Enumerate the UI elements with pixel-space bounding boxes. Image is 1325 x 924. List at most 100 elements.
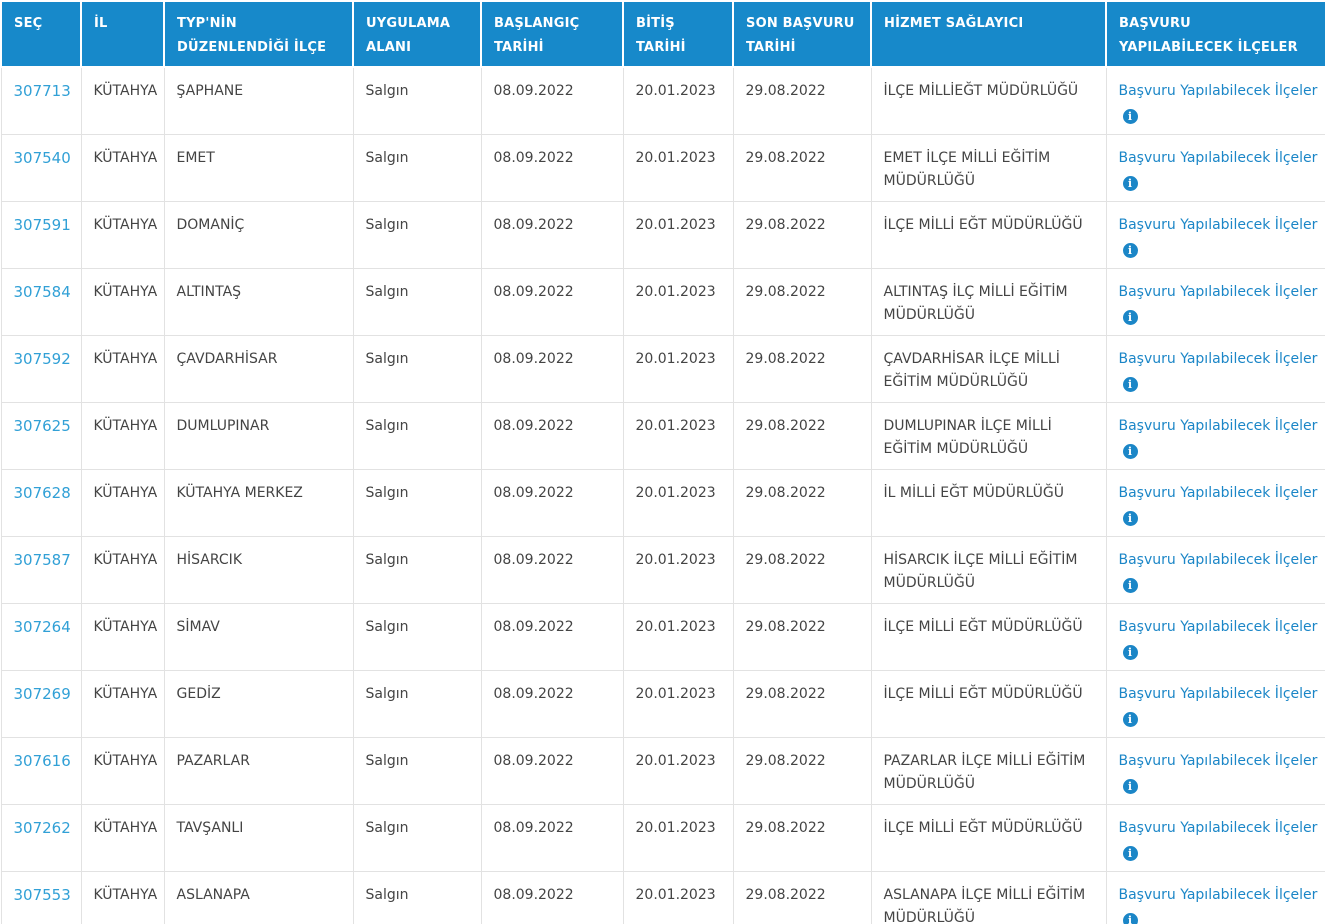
cell-alan: Salgın	[352, 536, 482, 604]
cell-son-basvuru: 29.08.2022	[732, 335, 872, 403]
cell-il: KÜTAHYA	[80, 402, 165, 470]
course-id-link[interactable]: 307269	[13, 685, 71, 703]
cell-basvuru-ilceler: Başvuru Yapılabilecek İlçeler i	[1105, 603, 1325, 671]
basvuru-ilceler-link-label: Başvuru Yapılabilecek İlçeler	[1118, 820, 1318, 836]
info-circle-icon[interactable]: i	[1122, 578, 1138, 593]
course-id-link[interactable]: 307540	[13, 149, 71, 167]
basvuru-ilceler-link[interactable]: Başvuru Yapılabilecek İlçeler i	[1118, 418, 1318, 459]
cell-ilce: HİSARCIK	[163, 536, 354, 604]
cell-saglayici: İLÇE MİLLİ EĞT MÜDÜRLÜĞÜ	[870, 603, 1107, 671]
course-id-link[interactable]: 307264	[13, 618, 71, 636]
cell-son-basvuru: 29.08.2022	[732, 268, 872, 336]
cell-sec: 307616	[0, 737, 82, 805]
info-circle-icon[interactable]: i	[1122, 444, 1138, 459]
table-row: 307616 KÜTAHYA PAZARLAR Salgın 08.09.202…	[0, 737, 1325, 805]
course-id-link[interactable]: 307616	[13, 752, 71, 770]
cell-sec: 307540	[0, 134, 82, 202]
cell-saglayici: İLÇE MİLLİ EĞT MÜDÜRLÜĞÜ	[870, 804, 1107, 872]
basvuru-ilceler-link[interactable]: Başvuru Yapılabilecek İlçeler i	[1119, 753, 1317, 794]
cell-il: KÜTAHYA	[80, 536, 165, 604]
cell-basvuru-ilceler: Başvuru Yapılabilecek İlçeler i	[1105, 66, 1325, 135]
cell-basvuru-ilceler: Başvuru Yapılabilecek İlçeler i	[1105, 469, 1325, 537]
cell-baslangic: 08.09.2022	[480, 134, 624, 202]
cell-bitis: 20.01.2023	[622, 268, 734, 336]
info-circle-icon[interactable]: i	[1122, 377, 1138, 392]
cell-sec: 307264	[0, 603, 82, 671]
course-id-link[interactable]: 307592	[13, 350, 71, 368]
basvuru-ilceler-link-label: Başvuru Yapılabilecek İlçeler	[1118, 552, 1318, 568]
basvuru-ilceler-link[interactable]: Başvuru Yapılabilecek İlçeler i	[1118, 552, 1318, 593]
column-header-saglayici: HİZMET SAĞLAYICI	[870, 0, 1107, 68]
info-circle-icon[interactable]: i	[1122, 846, 1138, 861]
course-id-link[interactable]: 307628	[13, 484, 71, 502]
course-id-link[interactable]: 307625	[13, 417, 71, 435]
column-header-il: İL	[80, 0, 165, 68]
cell-il: KÜTAHYA	[80, 335, 165, 403]
cell-baslangic: 08.09.2022	[480, 66, 624, 135]
table-row: 307713 KÜTAHYA ŞAPHANE Salgın 08.09.2022…	[0, 66, 1325, 135]
info-circle-icon[interactable]: i	[1122, 310, 1138, 325]
column-header-basvuru: BAŞVURU YAPILABİLECEK İLÇELER	[1105, 0, 1325, 68]
column-header-alan: UYGULAMA ALANI	[352, 0, 482, 68]
cell-son-basvuru: 29.08.2022	[732, 402, 872, 470]
table-body: 307713 KÜTAHYA ŞAPHANE Salgın 08.09.2022…	[0, 66, 1325, 924]
info-circle-icon[interactable]: i	[1122, 511, 1138, 526]
cell-son-basvuru: 29.08.2022	[732, 871, 872, 924]
cell-sec: 307628	[0, 469, 82, 537]
basvuru-ilceler-link[interactable]: Başvuru Yapılabilecek İlçeler i	[1118, 820, 1318, 861]
course-id-link[interactable]: 307713	[13, 82, 71, 100]
cell-sec: 307584	[0, 268, 82, 336]
basvuru-ilceler-link[interactable]: Başvuru Yapılabilecek İlçeler i	[1118, 686, 1318, 727]
course-id-link[interactable]: 307262	[13, 819, 71, 837]
column-header-ilce: TYP'NİN DÜZENLENDİĞİ İLÇE	[163, 0, 354, 68]
basvuru-ilceler-link[interactable]: Başvuru Yapılabilecek İlçeler i	[1119, 485, 1317, 526]
basvuru-ilceler-link-label: Başvuru Yapılabilecek İlçeler	[1118, 351, 1318, 367]
basvuru-ilceler-link[interactable]: Başvuru Yapılabilecek İlçeler i	[1118, 351, 1318, 392]
cell-alan: Salgın	[352, 603, 482, 671]
basvuru-ilceler-link-label: Başvuru Yapılabilecek İlçeler	[1118, 418, 1318, 434]
info-circle-icon[interactable]: i	[1122, 779, 1138, 794]
basvuru-ilceler-link[interactable]: Başvuru Yapılabilecek İlçeler i	[1118, 83, 1318, 124]
basvuru-ilceler-link-label: Başvuru Yapılabilecek İlçeler	[1118, 686, 1318, 702]
cell-il: KÜTAHYA	[80, 670, 165, 738]
cell-sec: 307591	[0, 201, 82, 269]
cell-baslangic: 08.09.2022	[480, 469, 624, 537]
cell-sec: 307269	[0, 670, 82, 738]
column-header-sec: SEÇ	[0, 0, 82, 68]
cell-il: KÜTAHYA	[80, 804, 165, 872]
cell-basvuru-ilceler: Başvuru Yapılabilecek İlçeler i	[1105, 268, 1325, 336]
basvuru-ilceler-link[interactable]: Başvuru Yapılabilecek İlçeler i	[1119, 150, 1317, 191]
cell-basvuru-ilceler: Başvuru Yapılabilecek İlçeler i	[1105, 335, 1325, 403]
cell-baslangic: 08.09.2022	[480, 804, 624, 872]
info-circle-icon[interactable]: i	[1122, 712, 1138, 727]
cell-alan: Salgın	[352, 670, 482, 738]
cell-basvuru-ilceler: Başvuru Yapılabilecek İlçeler i	[1105, 201, 1325, 269]
cell-baslangic: 08.09.2022	[480, 670, 624, 738]
basvuru-ilceler-link-label: Başvuru Yapılabilecek İlçeler	[1118, 619, 1318, 635]
cell-alan: Salgın	[352, 871, 482, 924]
table-row: 307628 KÜTAHYA KÜTAHYA MERKEZ Salgın 08.…	[0, 469, 1325, 537]
info-circle-icon[interactable]: i	[1122, 176, 1138, 191]
cell-baslangic: 08.09.2022	[480, 268, 624, 336]
cell-baslangic: 08.09.2022	[480, 871, 624, 924]
basvuru-ilceler-link[interactable]: Başvuru Yapılabilecek İlçeler i	[1118, 619, 1318, 660]
info-circle-icon[interactable]: i	[1122, 109, 1138, 124]
info-circle-icon[interactable]: i	[1122, 913, 1138, 924]
course-id-link[interactable]: 307553	[13, 886, 71, 904]
course-id-link[interactable]: 307584	[13, 283, 71, 301]
cell-sec: 307553	[0, 871, 82, 924]
basvuru-ilceler-link[interactable]: Başvuru Yapılabilecek İlçeler i	[1119, 887, 1317, 924]
basvuru-ilceler-link-label: Başvuru Yapılabilecek İlçeler	[1118, 83, 1318, 99]
info-circle-icon[interactable]: i	[1122, 243, 1138, 258]
basvuru-ilceler-link[interactable]: Başvuru Yapılabilecek İlçeler i	[1119, 284, 1317, 325]
cell-alan: Salgın	[352, 402, 482, 470]
course-id-link[interactable]: 307587	[13, 551, 71, 569]
cell-saglayici: PAZARLAR İLÇE MİLLİ EĞİTİM MÜDÜRLÜĞÜ	[870, 737, 1107, 805]
info-circle-icon[interactable]: i	[1122, 645, 1138, 660]
cell-alan: Salgın	[352, 804, 482, 872]
course-id-link[interactable]: 307591	[13, 216, 71, 234]
cell-ilce: PAZARLAR	[163, 737, 354, 805]
basvuru-ilceler-link[interactable]: Başvuru Yapılabilecek İlçeler i	[1119, 217, 1317, 258]
cell-ilce: KÜTAHYA MERKEZ	[163, 469, 354, 537]
